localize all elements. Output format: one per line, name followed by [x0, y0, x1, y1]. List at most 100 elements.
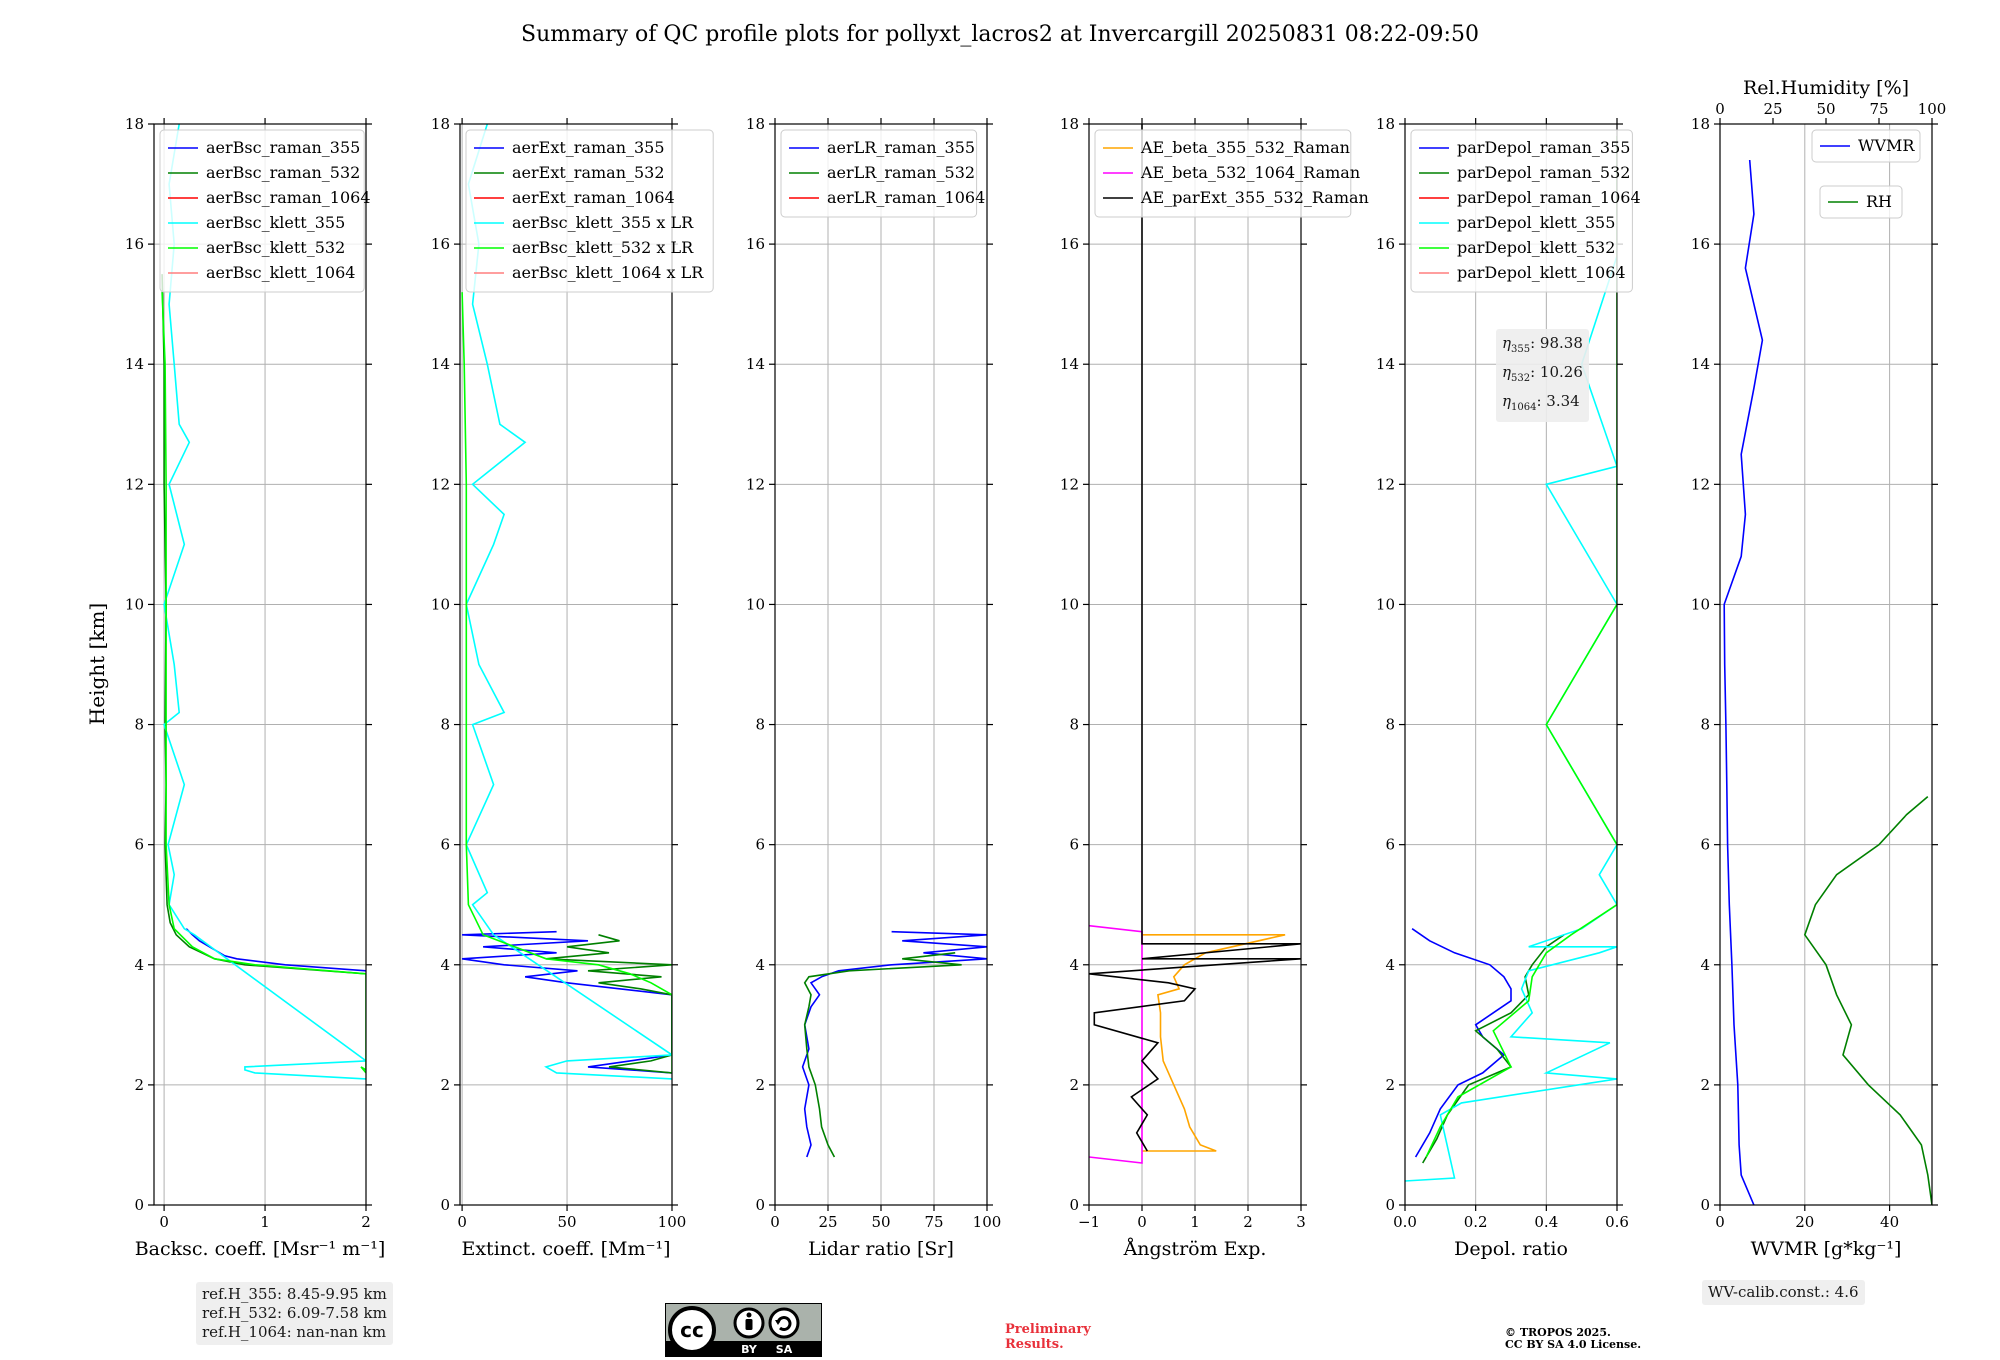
y-tick-label: 18 — [1691, 115, 1710, 133]
x2-tick-label: 50 — [1816, 100, 1835, 118]
y-tick-label: 12 — [431, 475, 450, 493]
legend-label: parDepol_raman_355 — [1457, 138, 1630, 157]
legend-label: aerBsc_klett_355 x LR — [512, 213, 694, 232]
cc-label-sa: SA — [776, 1343, 793, 1356]
series-line-AE_beta_355_532_Raman — [1142, 933, 1286, 1152]
eta-1064: η1064: 3.34 — [1502, 392, 1580, 413]
preliminary-line-1: Preliminary — [1005, 1322, 1091, 1337]
y-tick-label: 16 — [431, 235, 450, 253]
y-tick-label: 10 — [746, 595, 765, 613]
y-tick-label: 10 — [1376, 595, 1395, 613]
y-tick-label: 16 — [125, 235, 144, 253]
y-tick-label: 4 — [134, 956, 144, 974]
y-tick-label: 0 — [1069, 1196, 1079, 1214]
legend-box — [780, 129, 978, 218]
y-tick-label: 16 — [746, 235, 765, 253]
y-tick-label: 14 — [431, 355, 450, 373]
x-tick-label: 0.0 — [1393, 1213, 1417, 1231]
x-axis-label: Extinct. coeff. [Mm⁻¹] — [461, 1238, 670, 1260]
legend-label: aerBsc_klett_1064 — [206, 263, 355, 282]
y-tick-label: 14 — [746, 355, 765, 373]
x-axis-label: Depol. ratio — [1454, 1238, 1568, 1260]
cc-by-sa-icon: cc BY SA — [665, 1303, 822, 1357]
x-tick-label: 0 — [159, 1213, 169, 1231]
plot-frame — [1719, 123, 1933, 1206]
legend-label: aerBsc_raman_532 — [206, 163, 360, 182]
legend-label: aerBsc_raman_1064 — [206, 188, 371, 207]
legend-label: parDepol_raman_532 — [1457, 163, 1630, 182]
x-axis-label: Ångström Exp. — [1123, 1238, 1267, 1260]
x2-tick-label: 100 — [1918, 100, 1947, 118]
y-tick-label: 16 — [1376, 235, 1395, 253]
legend: aerBsc_raman_355 aerBsc_raman_532 aerBsc_r… — [159, 129, 371, 293]
x-tick-label: 0.2 — [1464, 1213, 1488, 1231]
x2-axis-label: Rel.Humidity [%] — [1743, 77, 1909, 99]
legend-box — [1819, 185, 1903, 219]
series-line-WVMR — [1723, 159, 1764, 1205]
panel-3: 0 25 50 75 100 0 2 4 6 8 10 12 14 16 18 Lidar ratio [Sr… — [746, 115, 1001, 1260]
y-tick-label: 14 — [125, 355, 144, 373]
legend-box — [1094, 129, 1352, 218]
legend-label: aerLR_raman_1064 — [827, 188, 985, 207]
x-tick-label: 100 — [658, 1213, 687, 1231]
y-tick-label: 10 — [1060, 595, 1079, 613]
y-tick-label: 4 — [1385, 956, 1395, 974]
y-tick-label: 12 — [1060, 475, 1079, 493]
y-tick-label: 8 — [440, 716, 450, 734]
x2-tick-label: 25 — [1763, 100, 1782, 118]
y-tick-label: 18 — [125, 115, 144, 133]
series-line-parDepol_klett_532 — [1425, 136, 1617, 1158]
ref-height-355: ref.H_355: 8.45-9.95 km — [202, 1285, 387, 1303]
x-axis-label: Lidar ratio [Sr] — [808, 1238, 954, 1260]
y-tick-label: 10 — [125, 595, 144, 613]
x-tick-label: 0 — [1137, 1213, 1147, 1231]
legend-label: aerBsc_raman_355 — [206, 138, 360, 157]
panel-5: 0.0 0.2 0.4 0.6 0 2 4 6 8 10 12 14 16 18 Depol. ratio p… — [1376, 115, 1641, 1260]
y-tick-label: 14 — [1691, 355, 1710, 373]
y-tick-label: 4 — [755, 956, 765, 974]
legend: aerExt_raman_355 aerExt_raman_532 aerExt_r… — [465, 129, 714, 293]
y-tick-label: 2 — [1700, 1076, 1710, 1094]
y-tick-label: 8 — [755, 716, 765, 734]
copyright-line-2: CC BY SA 4.0 License. — [1505, 1338, 1642, 1351]
series-line-AE_beta_532_1064_Raman — [1089, 924, 1143, 1164]
page-title: Summary of QC profile plots for pollyxt_… — [521, 22, 1479, 47]
legend-label: AE_beta_355_532_Raman — [1140, 138, 1350, 157]
legend-box — [159, 129, 365, 293]
x-tick-label: 75 — [924, 1213, 943, 1231]
y-tick-label: 6 — [134, 836, 144, 854]
y-tick-label: 8 — [134, 716, 144, 734]
y-tick-label: 6 — [1385, 836, 1395, 854]
y-tick-label: 2 — [440, 1076, 450, 1094]
x-tick-label: 0 — [770, 1213, 780, 1231]
y-tick-label: 10 — [1691, 595, 1710, 613]
plot-frame — [153, 123, 367, 1206]
legend-label: AE_parExt_355_532_Raman — [1140, 188, 1369, 207]
x-tick-label: 0.6 — [1605, 1213, 1629, 1231]
series-line-AE_parExt_355_532_Raman — [1089, 124, 1301, 1152]
legend: parDepol_raman_355 parDepol_raman_532 parD… — [1410, 129, 1641, 293]
legend-label: aerBsc_klett_532 — [206, 238, 345, 257]
cc-label-by: BY — [741, 1343, 758, 1356]
legend-label: parDepol_klett_355 — [1457, 213, 1615, 232]
series-line-aerBsc_raman_532 — [161, 274, 366, 975]
x-axis-label: Backsc. coeff. [Msr⁻¹ m⁻¹] — [135, 1238, 386, 1260]
y-tick-label: 2 — [1069, 1076, 1079, 1094]
y-tick-label: 18 — [1060, 115, 1079, 133]
legend-label: aerBsc_klett_355 — [206, 213, 345, 232]
x-tick-label: −1 — [1078, 1213, 1100, 1231]
y-axis-label: Height [km] — [85, 603, 109, 725]
eta-355: η355: 98.38 — [1502, 334, 1583, 355]
svg-text:cc: cc — [680, 1318, 704, 1342]
y-tick-label: 6 — [1700, 836, 1710, 854]
y-tick-label: 4 — [440, 956, 450, 974]
x-tick-label: 50 — [871, 1213, 890, 1231]
preliminary-note: Preliminary Results. — [1005, 1322, 1091, 1352]
y-tick-label: 2 — [755, 1076, 765, 1094]
series-line-aerBsc_klett_532 — [161, 292, 366, 1074]
y-tick-label: 18 — [1376, 115, 1395, 133]
series-line-aerBsc_klett_355 x LR — [465, 124, 672, 1080]
series-line-aerBsc_klett_532 x LR — [461, 292, 672, 1073]
x-tick-label: 40 — [1880, 1213, 1899, 1231]
